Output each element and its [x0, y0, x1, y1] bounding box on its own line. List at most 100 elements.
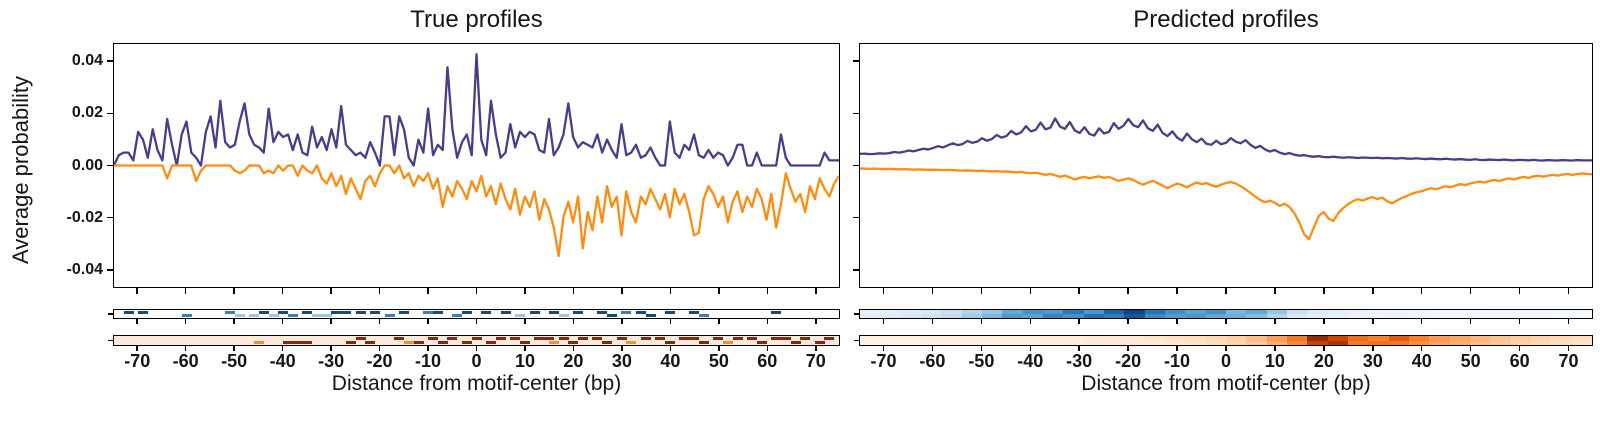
heatmap-mark — [287, 314, 298, 317]
heatmap-cell — [1226, 340, 1247, 345]
heatmap-mark — [655, 337, 666, 340]
heatmap-cell — [900, 314, 922, 318]
heatmap-strip-negative — [113, 335, 840, 346]
heatmap-cell — [921, 314, 942, 318]
heatmap-mark — [713, 337, 724, 340]
heatmap-cell — [1327, 314, 1349, 318]
x-tick-label: -20 — [1115, 351, 1142, 371]
x-tick-strip — [184, 319, 187, 324]
x-tick-strip — [330, 319, 332, 324]
x-tick-strip — [572, 346, 575, 351]
heatmap-cell — [1510, 340, 1532, 345]
heatmap-mark — [258, 311, 269, 314]
heatmap-cell — [1266, 336, 1288, 341]
x-tick-main — [427, 288, 429, 294]
heatmap-mark — [558, 337, 569, 340]
heatmap-cell — [1307, 340, 1329, 345]
heatmap-mark — [365, 341, 376, 344]
y-tick — [107, 60, 113, 62]
heatmap-mark — [355, 337, 366, 340]
heatmap-mark — [790, 341, 801, 344]
heatmap-cell — [1083, 336, 1105, 341]
heatmap-cell — [1226, 314, 1247, 318]
heatmap-cell — [1002, 310, 1024, 314]
heatmap-mark — [558, 314, 569, 317]
y-tick-label: -0.02 — [66, 208, 103, 226]
heatmap-cell — [1185, 310, 1207, 314]
heatmap-cell — [900, 340, 922, 345]
x-tick-strip — [815, 319, 817, 324]
x-tick-strip — [184, 346, 187, 351]
heatmap-mark — [355, 311, 366, 314]
x-tick-strip — [1567, 346, 1570, 351]
heatmap-mark — [278, 311, 289, 314]
heatmap-mark — [635, 311, 646, 314]
heatmap-cell — [1490, 340, 1512, 345]
heatmap-cell — [1388, 314, 1410, 318]
heatmap-mark — [519, 341, 530, 344]
heatmap-cell — [1307, 314, 1329, 318]
heatmap-cell — [1551, 310, 1573, 314]
x-tick-strip — [882, 319, 885, 324]
x-tick-label: -70 — [870, 351, 897, 371]
x-tick-strip — [524, 319, 526, 324]
heatmap-mark — [399, 311, 409, 314]
heatmap-cell — [1083, 340, 1105, 345]
x-tick-main — [1176, 288, 1178, 294]
x-tick-strip — [621, 319, 623, 324]
heatmap-cell — [1165, 340, 1186, 345]
profile-line-negative — [114, 166, 839, 256]
heatmap-cell — [880, 340, 902, 345]
heatmap-mark — [689, 337, 699, 340]
heatmap-cell — [1531, 340, 1552, 345]
heatmap-cell — [1409, 310, 1430, 314]
heatmap-cell — [1144, 314, 1166, 318]
y-tick-label: 0.00 — [71, 156, 103, 174]
x-tick-strip — [136, 319, 138, 324]
x-tick-label: -40 — [1017, 351, 1044, 371]
x-tick-label: -50 — [968, 351, 995, 371]
heatmap-cell — [1287, 310, 1308, 314]
x-tick-strip — [1469, 346, 1472, 351]
x-tick-main — [621, 288, 623, 294]
heatmap-mark — [664, 341, 675, 344]
x-tick-strip — [1518, 319, 1521, 324]
heatmap-mark — [722, 341, 733, 344]
heatmap-cell — [1510, 310, 1532, 314]
heatmap-cell — [921, 336, 942, 341]
heatmap-mark — [302, 341, 313, 344]
heatmap-mark — [771, 311, 782, 314]
x-tick-strip — [1127, 346, 1129, 351]
heatmap-cell — [1429, 340, 1451, 345]
heatmap-cell — [1185, 314, 1207, 318]
y-tick-label: -0.04 — [66, 260, 103, 278]
heatmap-cell — [1043, 336, 1064, 341]
heatmap-cell — [1470, 314, 1491, 318]
heatmap-mark — [621, 311, 632, 314]
heatmap-mark — [495, 337, 506, 340]
heatmap-mark — [577, 337, 588, 340]
heatmap-cell — [1104, 336, 1125, 341]
heatmap-cell — [1165, 310, 1186, 314]
x-tick-main — [1029, 288, 1032, 294]
heatmap-cell — [1388, 340, 1410, 345]
heatmap-cell — [941, 310, 963, 314]
x-tick-label: 20 — [1313, 351, 1334, 371]
heatmap-cell — [1368, 314, 1390, 318]
heatmap-cell — [1246, 310, 1268, 314]
x-tick-strip — [1469, 319, 1472, 324]
x-tick-main — [1567, 288, 1570, 294]
x-tick-strip — [1372, 319, 1374, 324]
heatmap-cell — [1348, 336, 1369, 341]
x-tick-strip — [1372, 346, 1374, 351]
heatmap-cell — [1022, 314, 1044, 318]
x-tick-strip — [718, 319, 720, 324]
heatmap-mark — [747, 337, 757, 340]
y-tick — [853, 60, 859, 62]
heatmap-cell — [1144, 310, 1166, 314]
heatmap-cell — [1490, 314, 1512, 318]
heatmap-cell — [961, 336, 983, 341]
heatmap-mark — [597, 311, 608, 314]
heatmap-mark — [568, 341, 579, 344]
heatmap-cell — [1551, 340, 1573, 345]
